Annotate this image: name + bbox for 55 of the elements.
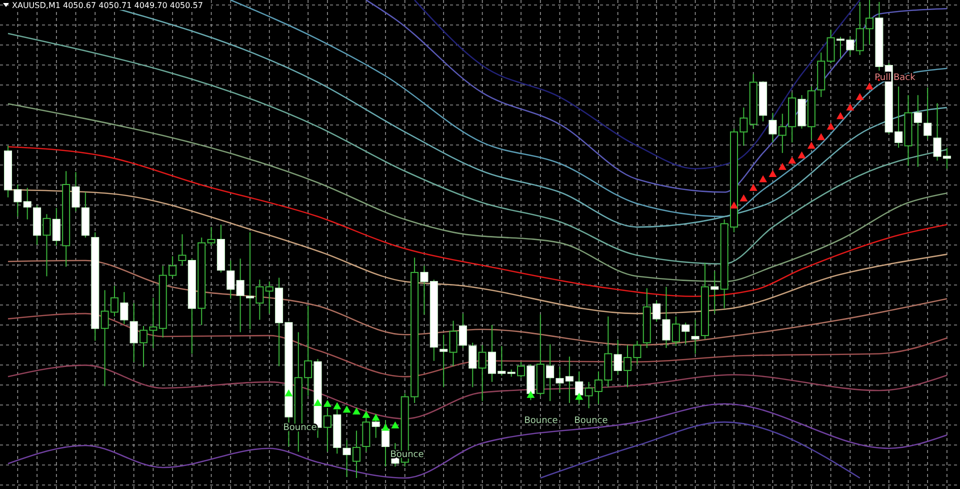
point [314,398,322,406]
candlestick [449,320,458,367]
point [740,194,748,202]
candlestick [23,187,32,220]
candlestick [478,344,486,402]
point [768,170,777,177]
point [788,156,796,164]
candlestick [72,172,80,212]
point [836,112,844,120]
candlestick [256,279,264,320]
candlestick [468,342,477,388]
point [526,390,535,398]
annotation: Bounce [574,416,608,426]
candlestick [440,334,448,388]
candlestick [382,420,390,468]
point [352,408,360,415]
candlestick [323,408,332,452]
point [798,151,806,158]
point [342,406,351,413]
point [778,162,786,170]
candlestick [768,112,777,143]
point [284,389,293,396]
point [372,414,380,421]
point [730,202,738,209]
candlestick [691,319,700,354]
point [575,392,584,400]
point [333,402,342,410]
candlestick [352,430,360,478]
point [759,175,768,182]
candlestick [42,214,51,277]
candlestick [662,286,670,348]
candlestick [226,260,235,300]
point [866,82,874,90]
point [817,133,826,140]
point [856,93,864,100]
point [846,104,854,111]
annotation: Bounce [524,416,558,426]
candlestick [265,281,274,314]
candlestick [517,361,526,378]
candlestick [207,226,216,246]
point [749,184,758,191]
point [826,122,835,130]
point [323,400,332,407]
chart-title: XAUUSD,M1 4050.67 4050.71 4049.70 4050.57 [12,1,203,10]
point [382,424,390,431]
candlestick [672,316,680,347]
point [807,142,816,149]
point [391,421,400,428]
candlestick [178,234,186,266]
candlestick [236,258,244,333]
point [362,410,370,418]
candlestick [924,86,932,140]
candlestick [826,29,835,64]
candlestick [914,94,922,168]
candlestick [575,370,584,404]
